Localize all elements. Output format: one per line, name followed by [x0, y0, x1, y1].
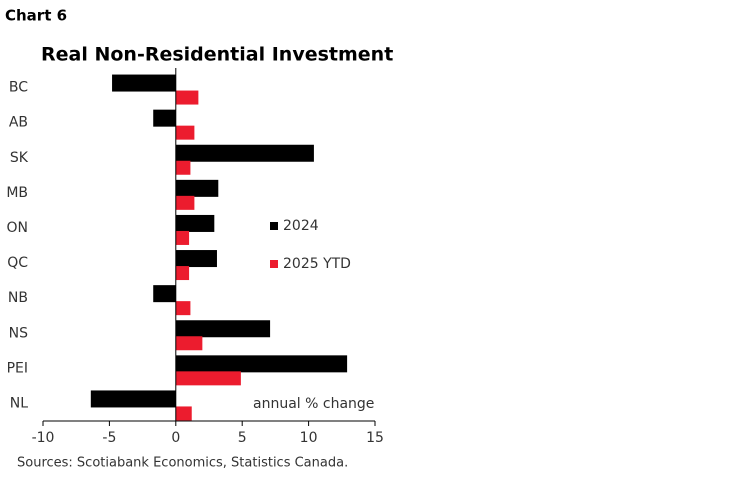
chart-title: Real Non-Residential Investment [41, 44, 393, 66]
bar [175, 301, 191, 316]
x-tick-label: 0 [171, 430, 180, 446]
y-tick-label: SK [10, 150, 29, 166]
bar [175, 406, 192, 421]
y-tick-label: ON [7, 220, 29, 236]
source: Sources: Scotiabank Economics, Statistic… [17, 456, 348, 471]
bar [90, 390, 176, 408]
bar [175, 230, 190, 245]
y-tick-label: MB [6, 185, 28, 201]
y-tick-label: AB [9, 115, 28, 131]
bar [153, 285, 176, 303]
bar [175, 195, 195, 210]
legend-label: 2024 [283, 218, 319, 234]
bar [153, 109, 176, 127]
x-tick-label: 10 [300, 430, 318, 446]
bar [175, 144, 314, 162]
y-tick-label: NS [9, 325, 28, 341]
y-tick-label: NL [10, 395, 28, 411]
bar [175, 90, 199, 105]
bar [175, 355, 348, 373]
bar [175, 371, 241, 386]
bar [175, 179, 219, 197]
x-tick-label: 5 [238, 430, 247, 446]
bar [175, 320, 271, 338]
y-tick-label: QC [7, 255, 28, 271]
bar [112, 74, 176, 92]
legend-label: 2025 YTD [283, 256, 351, 272]
bar [175, 214, 215, 232]
legend-swatch [270, 260, 278, 268]
bar [175, 266, 190, 281]
annotation: annual % change [253, 396, 374, 412]
y-tick-label: PEI [7, 360, 28, 376]
legend-swatch [270, 222, 278, 230]
bar [175, 125, 195, 140]
x-tick-label: -5 [102, 430, 116, 446]
y-tick-label: BC [9, 80, 28, 96]
bar [175, 250, 217, 268]
x-tick-label: 15 [366, 430, 384, 446]
bar [175, 336, 203, 351]
bar [175, 160, 191, 175]
x-tick-label: -10 [32, 430, 55, 446]
y-tick-label: NB [8, 290, 28, 306]
chart-label: Chart 6 [5, 7, 67, 25]
